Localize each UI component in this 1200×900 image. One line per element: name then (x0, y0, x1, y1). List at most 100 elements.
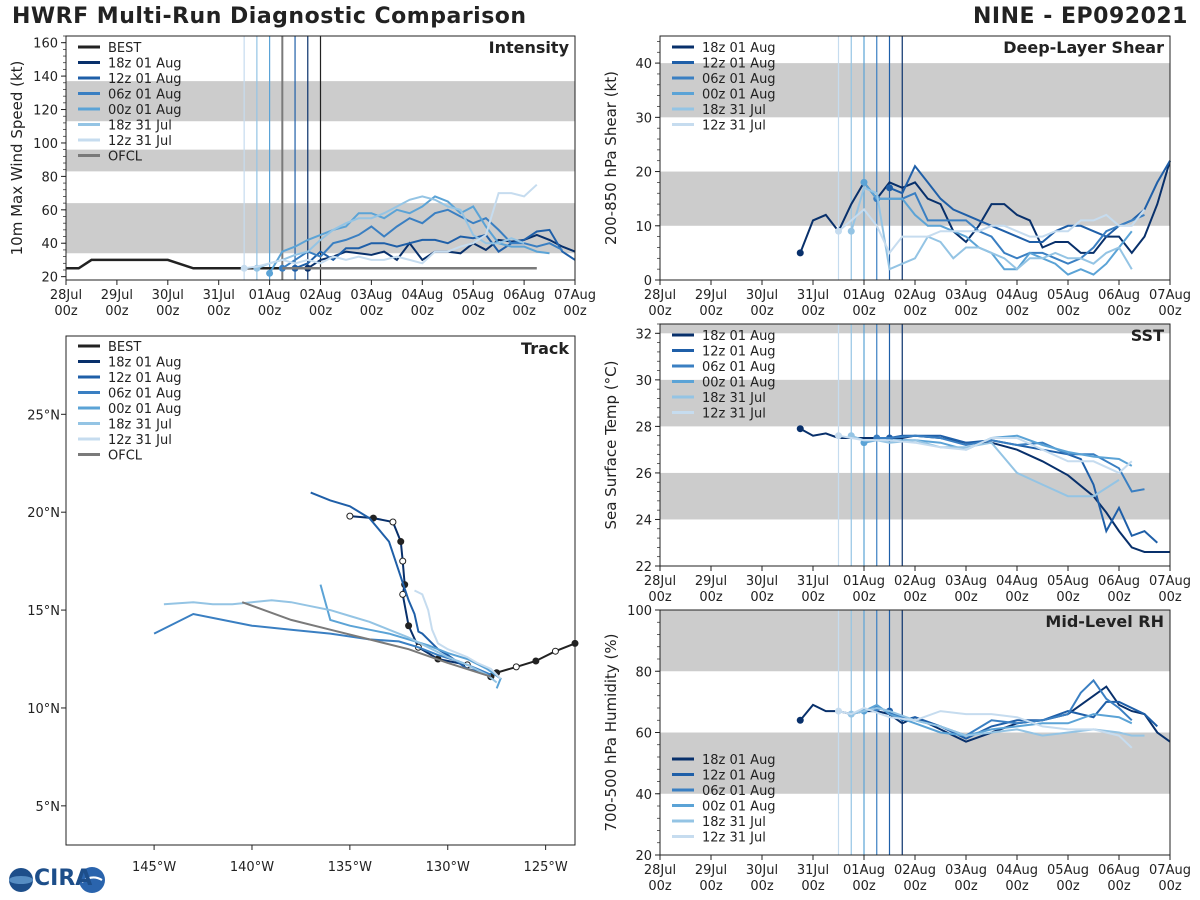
x-tick-label: 00z (1107, 590, 1131, 605)
track-line (310, 491, 492, 676)
x-tick-label: 29Jul (695, 863, 727, 878)
x-tick-label: 28Jul (644, 574, 676, 589)
y-tick-label: 20 (41, 271, 58, 286)
y-tick-label: 30 (635, 374, 652, 389)
series-line (837, 208, 1146, 255)
y-tick-label: 32 (635, 327, 652, 342)
x-tick-label: 00z (903, 304, 927, 319)
legend-label: BEST (108, 340, 141, 355)
x-tick-label: 00z (750, 304, 774, 319)
shaded-band (660, 324, 1170, 334)
x-tick-label: 00z (1158, 590, 1182, 605)
x-tick-label: 00z (563, 304, 587, 319)
legend-label: 12z 01 Aug (702, 345, 776, 360)
x-tick-label: 06Aug (1098, 574, 1140, 589)
x-tick-label: 04Aug (996, 288, 1038, 303)
track-line (163, 599, 498, 684)
x-tick-label: 140°W (230, 860, 274, 875)
x-tick-label: 05Aug (452, 288, 494, 303)
x-tick-label: 02Aug (894, 574, 936, 589)
plot-frame (65, 335, 576, 846)
y-tick-label: 26 (635, 467, 652, 482)
legend-label: BEST (108, 41, 141, 56)
x-tick-label: 31Jul (203, 288, 235, 303)
x-tick-label: 00z (54, 304, 78, 319)
x-tick-label: 00z (1107, 304, 1131, 319)
x-tick-label: 00z (1056, 304, 1080, 319)
legend-label: 06z 01 Aug (108, 88, 182, 103)
series-line (863, 181, 1133, 276)
y-tick-label: 40 (41, 237, 58, 252)
legend-label: 12z 01 Aug (702, 769, 776, 784)
x-tick-label: 31Jul (797, 863, 829, 878)
track-point-filled (397, 538, 405, 546)
figure-title: HWRF Multi-Run Diagnostic Comparison (12, 4, 527, 29)
x-tick-label: 06Aug (1098, 288, 1140, 303)
x-tick-label: 00z (411, 304, 435, 319)
y-tick-label: 40 (635, 788, 652, 803)
y-tick-label: 60 (635, 727, 652, 742)
x-tick-label: 00z (699, 304, 723, 319)
intensity-chart: 2040608010012014016028Jul00z29Jul00z30Ju… (8, 35, 596, 319)
series-line (66, 258, 308, 270)
track-point-open (551, 647, 559, 655)
y-axis-label: Sea Surface Temp (°C) (602, 360, 620, 529)
legend-label: 12z 01 Aug (108, 371, 182, 386)
x-tick-label: 00z (512, 304, 536, 319)
y-tick-label: 120 (33, 104, 58, 119)
x-tick-label: 145°W (132, 860, 176, 875)
track-chart: 145°W 140°W 135°W 130°W 125°W 5°N 10°N 15°N 20°N… (27, 335, 579, 875)
x-tick-label: 28Jul (644, 863, 676, 878)
legend-label: 00z 01 Aug (108, 103, 182, 118)
panel-title: Mid-Level RH (1045, 612, 1164, 631)
y-tick-label: 80 (41, 170, 58, 185)
series-line (281, 208, 563, 270)
x-tick-label: 00z (699, 590, 723, 605)
series-line (243, 183, 538, 270)
y-tick-label: 100 (33, 137, 58, 152)
x-tick-label: 00z (1158, 304, 1182, 319)
x-tick-label: 135°W (328, 860, 372, 875)
x-tick-label: 04Aug (401, 288, 443, 303)
track-point-filled (405, 622, 413, 630)
y-tick-label: 10 (635, 220, 652, 235)
series-line (268, 195, 550, 274)
series-line (876, 434, 1145, 493)
legend-label: 12z 31 Jul (702, 407, 766, 422)
x-tick-label: 00z (954, 304, 978, 319)
shaded-band (660, 63, 1170, 118)
y-tick-label: 5°N (36, 800, 61, 815)
x-tick-label: 07Aug (1149, 288, 1191, 303)
legend-label: 06z 01 Aug (702, 360, 776, 375)
x-tick-label: 00z (309, 304, 333, 319)
legend-label: 00z 01 Aug (702, 376, 776, 391)
legend-label: 12z 01 Aug (108, 72, 182, 87)
x-tick-label: 01Aug (249, 288, 291, 303)
x-tick-label: 00z (903, 879, 927, 894)
y-axis-label: 200-850 hPa Shear (kt) (602, 71, 620, 245)
legend-label: 12z 31 Jul (702, 119, 766, 134)
x-tick-label: 00z (801, 304, 825, 319)
x-tick-label: 00z (462, 304, 486, 319)
track-point-open (399, 590, 407, 598)
cira-logo: CIRA (6, 864, 106, 896)
y-tick-label: 22 (635, 560, 652, 575)
sst-chart: 22242628303228Jul00z29Jul00z30Jul00z31Ju… (602, 323, 1191, 605)
x-tick-label: 05Aug (1047, 863, 1089, 878)
series-start-marker (847, 227, 855, 235)
x-tick-label: 30Jul (152, 288, 184, 303)
panel-title: Track (521, 339, 569, 358)
shaded-band (660, 610, 1170, 672)
x-tick-label: 06Aug (1098, 863, 1140, 878)
y-tick-label: 20 (635, 849, 652, 864)
x-tick-label: 00z (648, 304, 672, 319)
legend-label: 18z 01 Aug (702, 41, 776, 56)
legend-label: 00z 01 Aug (108, 402, 182, 417)
x-tick-label: 03Aug (945, 574, 987, 589)
legend-label: 18z 31 Jul (108, 418, 172, 433)
rh-chart: 2040608010028Jul00z29Jul00z30Jul00z31Jul… (602, 604, 1191, 894)
x-tick-label: 00z (750, 590, 774, 605)
y-tick-label: 140 (33, 70, 58, 85)
series-start-marker (240, 264, 248, 272)
